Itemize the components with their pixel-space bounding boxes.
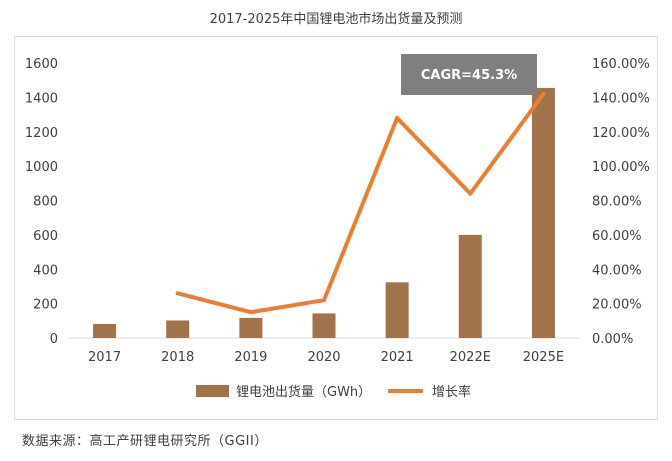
- chart-frame: [14, 36, 658, 420]
- x-tick-label: 2022E: [450, 350, 491, 365]
- bar-2021: [385, 282, 409, 338]
- growth-point-2022E: [468, 191, 473, 196]
- growth-point-2021: [395, 116, 400, 120]
- chart-svg: 0 200 400 600 800 1000 1200 1400 1600 0.00% 20.00%…: [25, 54, 650, 400]
- y-left-tick-label: 1400: [25, 91, 58, 106]
- y-right-tick-label: 160.00%: [592, 57, 650, 72]
- y-left-tick-label: 1600: [25, 57, 58, 72]
- y-left-tick-label: 1000: [25, 160, 58, 175]
- bar-2025E: [531, 87, 555, 338]
- x-tick-label: 2017: [88, 350, 121, 365]
- bar-2019: [239, 317, 263, 338]
- source-note: 数据来源：高工产研锂电研究所（GGII）: [22, 434, 268, 449]
- x-tick-label: 2021: [381, 350, 414, 365]
- growth-point-2025E: [541, 91, 546, 96]
- growth-point-2018: [175, 291, 180, 296]
- legend-swatch-shipments: [196, 385, 229, 397]
- growth-point-2019: [248, 310, 253, 315]
- y-left-tick-label: 1200: [25, 126, 58, 141]
- cagr-annotation-text: CAGR=45.3%: [421, 68, 517, 83]
- x-tick-label: 2020: [307, 350, 340, 365]
- y-left-tick-label: 0: [50, 332, 58, 347]
- y-right-tick-label: 140.00%: [592, 91, 650, 106]
- bar-2020: [312, 313, 336, 338]
- legend-label-shipments: 锂电池出货量（GWh）: [236, 384, 371, 400]
- y-right-tick-label: 40.00%: [592, 263, 642, 278]
- growth-rate-line: [175, 91, 546, 315]
- cagr-annotation-box: [401, 54, 537, 95]
- chart-title: 2017-2025年中国锂电池市场出货量及预测: [209, 12, 463, 27]
- y-right-tick-label: 80.00%: [592, 195, 642, 210]
- y-left-tick-label: 600: [33, 229, 58, 244]
- y-right-tick-label: 120.00%: [592, 126, 650, 141]
- x-tick-label: 2019: [234, 350, 267, 365]
- bar-2022E: [458, 234, 482, 338]
- y-right-tick-label: 100.00%: [592, 160, 650, 175]
- x-tick-label: 2025E: [523, 350, 564, 365]
- y-left-tick-label: 400: [33, 263, 58, 278]
- y-right-tick-label: 60.00%: [592, 229, 642, 244]
- y-left-tick-label: 800: [33, 195, 58, 210]
- y-right-tick-label: 20.00%: [592, 298, 642, 313]
- y-left-tick-label: 200: [33, 298, 58, 313]
- growth-point-2020: [322, 298, 326, 303]
- bar-2018: [166, 320, 190, 338]
- y-right-tick-label: 0.00%: [592, 332, 633, 347]
- legend-label-growth: 增长率: [432, 384, 471, 400]
- bar-2017: [93, 323, 117, 338]
- x-tick-label: 2018: [161, 350, 194, 365]
